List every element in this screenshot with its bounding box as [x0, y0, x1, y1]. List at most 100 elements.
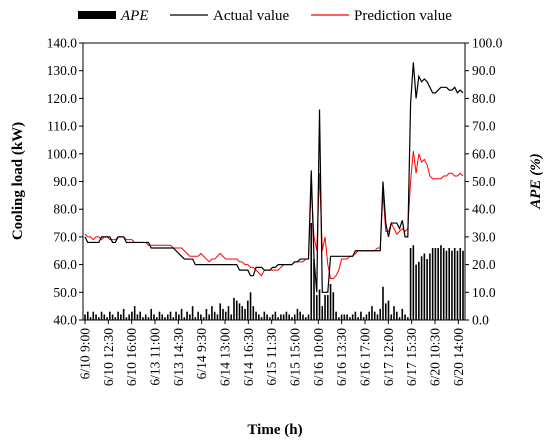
x-axis-tick-label: 6/16 13:30	[334, 328, 349, 386]
ape-bar	[246, 300, 249, 320]
x-axis-tick-label: 6/15 15:00	[288, 328, 303, 386]
ape-bar	[117, 311, 119, 320]
x-axis-title: Time (h)	[247, 422, 302, 438]
ape-bar	[321, 306, 324, 320]
ape-bar	[282, 314, 285, 320]
ape-bar	[158, 311, 161, 320]
ape-bar	[183, 317, 186, 320]
ape-bar	[412, 245, 415, 320]
x-axis-tick-label: 6/14 16:30	[241, 328, 256, 386]
ape-bar	[451, 250, 453, 320]
ape-bar	[313, 259, 315, 320]
ape-bar	[280, 314, 282, 320]
ape-bar	[382, 286, 384, 320]
ape-bar	[258, 314, 260, 320]
ape-bar	[453, 247, 456, 320]
right-axis-tick-label: 60.0	[472, 146, 496, 161]
ape-bar	[260, 317, 263, 320]
ape-bar	[368, 311, 370, 320]
ape-bar	[318, 289, 321, 320]
legend-actual-label: Actual value	[213, 8, 290, 24]
ape-bar	[462, 250, 464, 320]
ape-bar	[310, 223, 313, 320]
ape-bar	[434, 247, 437, 320]
actual-value-line	[84, 62, 464, 293]
ape-bar	[442, 247, 445, 320]
ape-bar	[200, 314, 202, 320]
ape-bar	[360, 311, 362, 320]
x-axis-tick-label: 6/15 11:30	[264, 328, 279, 386]
ape-bar	[293, 314, 296, 320]
ape-bar	[437, 247, 439, 320]
left-axis-tick-label: 120.0	[47, 91, 78, 106]
ape-bar	[288, 314, 290, 320]
right-axis-tick-label: 90.0	[472, 63, 496, 78]
ape-bar	[222, 308, 224, 320]
ape-bar	[216, 314, 219, 320]
ape-bar	[205, 308, 208, 320]
ape-bar	[395, 311, 398, 320]
ape-bar	[354, 311, 357, 320]
ape-bar	[420, 256, 423, 320]
ape-bar	[213, 311, 216, 320]
ape-bar	[346, 314, 348, 320]
x-axis: 6/10 9:00 6/10 12:30 6/10 16:00 6/13 11:00 6…	[78, 320, 466, 386]
left-axis-tick-label: 130.0	[47, 63, 78, 78]
x-axis-tick-label: 6/16 17:00	[358, 328, 373, 386]
x-axis-tick-label: 6/14 13:00	[218, 328, 233, 386]
ape-bar	[164, 317, 166, 320]
ape-bar	[86, 311, 89, 320]
ape-bar	[362, 317, 365, 320]
ape-bar	[142, 317, 144, 320]
left-axis-tick-label: 50.0	[53, 285, 77, 300]
ape-bar	[426, 259, 428, 320]
ape-bar	[89, 317, 92, 320]
ape-bar	[186, 311, 188, 320]
legend-ape-label: APE	[120, 8, 149, 24]
ape-bar	[208, 314, 210, 320]
ape-bar-series	[84, 223, 464, 320]
ape-bar	[191, 306, 194, 320]
ape-bar	[100, 311, 103, 320]
ape-bar	[241, 306, 244, 320]
ape-bar	[387, 300, 390, 320]
right-axis-tick-label: 40.0	[472, 202, 496, 217]
ape-bar	[211, 306, 213, 320]
x-axis-tick-label: 6/20 14:00	[451, 328, 466, 386]
ape-bar	[351, 314, 354, 320]
ape-bar	[277, 317, 279, 320]
right-axis-title: APE (%)	[528, 153, 544, 209]
ape-bar	[147, 317, 150, 320]
ape-bar	[274, 311, 277, 320]
ape-bar	[357, 317, 359, 320]
ape-bar	[456, 250, 459, 320]
right-axis: 0.0 10.0 20.0 30.0 40.0 50.0 60.0 70.0 80.0 90.0 1…	[465, 36, 503, 328]
x-axis-tick-label: 6/16 10:00	[311, 328, 326, 386]
ape-bar	[227, 306, 230, 320]
plot-area-frame	[82, 42, 466, 321]
ape-bar	[84, 314, 86, 320]
ape-bar	[373, 311, 376, 320]
right-axis-tick-label: 30.0	[472, 229, 496, 244]
ape-bar	[120, 314, 122, 320]
ape-bar	[332, 292, 335, 320]
ape-bar	[125, 317, 128, 320]
ape-bar	[224, 311, 227, 320]
ape-bar	[133, 306, 136, 320]
ape-bar	[197, 311, 199, 320]
right-axis-tick-label: 10.0	[472, 285, 496, 300]
ape-bar	[365, 314, 368, 320]
ape-bar	[131, 311, 133, 320]
left-axis-title: Cooling load (kW)	[10, 122, 26, 240]
ape-bar	[230, 314, 233, 320]
x-axis-tick-label: 6/14 9:30	[194, 328, 209, 380]
ape-bar	[244, 308, 246, 320]
legend-ape-swatch	[78, 11, 116, 19]
ape-bar	[315, 295, 318, 320]
ape-bar	[401, 308, 404, 320]
right-axis-tick-label: 50.0	[472, 174, 496, 189]
legend: APE Actual value Prediction value	[78, 8, 452, 24]
ape-bar	[194, 317, 197, 320]
